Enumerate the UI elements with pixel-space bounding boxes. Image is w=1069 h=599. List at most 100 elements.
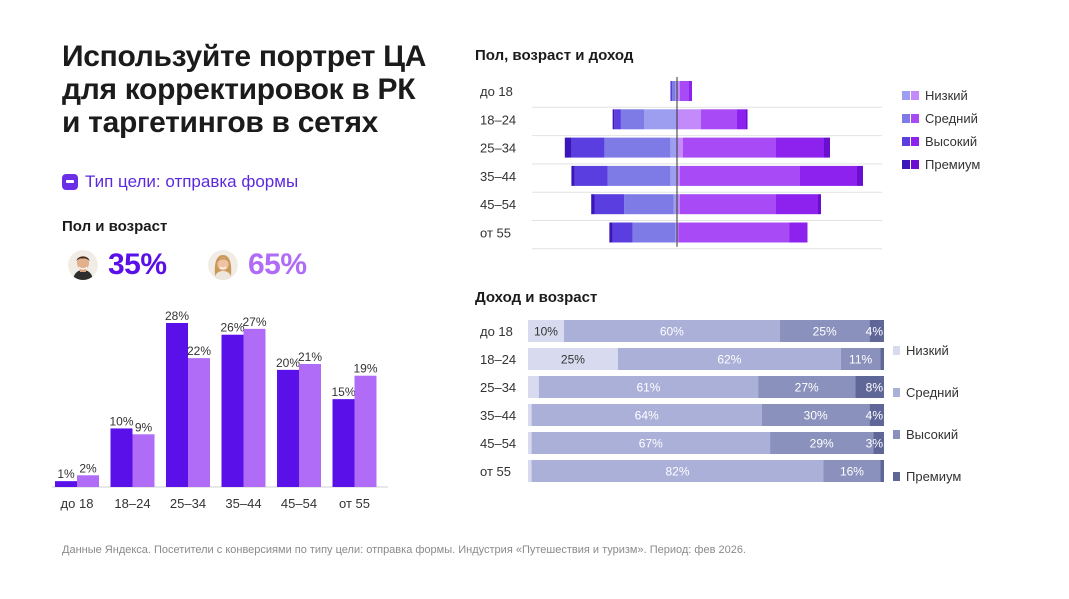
female-share: 65% [208, 248, 307, 282]
data-label: 60% [660, 325, 684, 339]
bar-segment [779, 320, 870, 342]
bar-segment [528, 348, 618, 370]
data-label: 2% [79, 461, 97, 475]
bar-segment [528, 404, 532, 426]
data-label: 15% [331, 385, 355, 399]
bar-segment [758, 376, 856, 398]
gender-age-chart: 1% 2% до 18 10% 9% 18–24 28% 22% 25–34 26%27% 35–4… [52, 309, 388, 511]
data-label: 62% [717, 353, 741, 367]
bar [299, 364, 321, 487]
bar-segment [607, 165, 671, 186]
page-title: Используйте портрет ЦА для корректировок… [62, 40, 462, 139]
bar-segment [677, 222, 679, 243]
data-label: 25% [813, 325, 837, 339]
data-label: 10% [109, 414, 133, 428]
bar-segment [564, 137, 572, 158]
page-title-line: Используйте портрет ЦА [62, 40, 427, 73]
bar-segment [563, 320, 780, 342]
bar-segment [644, 109, 677, 130]
legend-swatch [902, 160, 919, 169]
bar-segment [823, 460, 881, 482]
bar-segment [617, 348, 841, 370]
tick-label: до 18 [61, 496, 94, 511]
bar-segment [528, 320, 564, 342]
tick-label: 35–44 [480, 408, 516, 423]
bar-segment [528, 376, 539, 398]
legend-swatch [902, 91, 919, 100]
legend-swatch [902, 137, 919, 146]
legend-label: Низкий [925, 88, 968, 103]
female-avatar-icon [208, 250, 238, 280]
bar-segment [701, 109, 737, 130]
bar-segment [673, 194, 677, 215]
bar-segment [531, 404, 762, 426]
tick-label: 25–34 [480, 141, 516, 156]
female-percent: 65% [248, 248, 307, 281]
page-title-line: и таргетингов в сетях [62, 106, 379, 139]
bar-segment [689, 81, 692, 101]
bar-segment [683, 137, 776, 158]
legend-item-mid: Средний [902, 107, 980, 130]
data-label: 19% [353, 362, 377, 376]
legend-item-low: Низкий [893, 329, 961, 371]
bar-segment [675, 81, 677, 101]
bar [354, 375, 377, 487]
bar-segment [677, 137, 683, 158]
legend-swatch [893, 387, 900, 397]
bar-segment [670, 137, 677, 158]
bar-segment [840, 348, 881, 370]
tick-label: 35–44 [225, 496, 261, 511]
bar [221, 334, 244, 487]
bar [132, 434, 155, 487]
tick-label: 45–54 [480, 197, 516, 212]
income-age-chart: 10% 60% 25% 4% до 18 25% 62% 11% 18–24 61% 27% 8% 25… [480, 320, 884, 482]
legend-item-high: Высокий [893, 413, 961, 455]
bar-segment [761, 404, 870, 426]
legend-label: Средний [925, 111, 978, 126]
bar-segment [680, 81, 689, 101]
legend-swatch [902, 114, 919, 123]
legend-label: Высокий [906, 426, 959, 442]
bar-segment [873, 432, 884, 454]
legend-item-premium: Премиум [893, 455, 961, 497]
bar-segment [770, 432, 874, 454]
data-label: 16% [840, 465, 864, 479]
legend-label: Низкий [906, 342, 949, 358]
bar-segment [531, 460, 824, 482]
tick-label: 45–54 [480, 436, 516, 451]
data-label: 64% [635, 409, 659, 423]
bar-segment [624, 194, 674, 215]
data-label: 27% [242, 315, 266, 329]
data-label: 4% [866, 409, 884, 423]
data-label: 4% [866, 325, 884, 339]
tick-label: 35–44 [480, 169, 516, 184]
legend-label: Премиум [906, 468, 962, 484]
bar-segment [869, 404, 884, 426]
bar-segment [620, 109, 644, 130]
bar-segment [855, 376, 884, 398]
gender-age-income-chart: до 18 18–24 25–34 35–44 45–54 от 55 [480, 77, 882, 250]
bar-segment [632, 222, 676, 243]
form-icon [62, 174, 78, 190]
bar-segment [680, 194, 776, 215]
bar-segment [737, 109, 746, 130]
bar-segment [857, 165, 863, 186]
tick-label: 18–24 [480, 112, 516, 127]
male-share: 35% [68, 248, 167, 282]
bar [77, 475, 99, 487]
male-percent: 35% [108, 248, 167, 281]
bar-segment [675, 222, 677, 243]
bar-segment [672, 81, 676, 101]
bar-segment [678, 222, 790, 243]
bar [277, 369, 299, 487]
bar-segment [670, 81, 673, 101]
bar-segment [528, 460, 532, 482]
data-label: 1% [57, 467, 75, 481]
data-label: 61% [636, 381, 660, 395]
tick-label: 25–34 [480, 380, 516, 395]
legend-item-mid: Средний [893, 371, 961, 413]
legend-item-low: Низкий [902, 84, 980, 107]
bar-segment [594, 194, 625, 215]
data-label: 9% [135, 420, 153, 434]
bar-segment [604, 137, 671, 158]
